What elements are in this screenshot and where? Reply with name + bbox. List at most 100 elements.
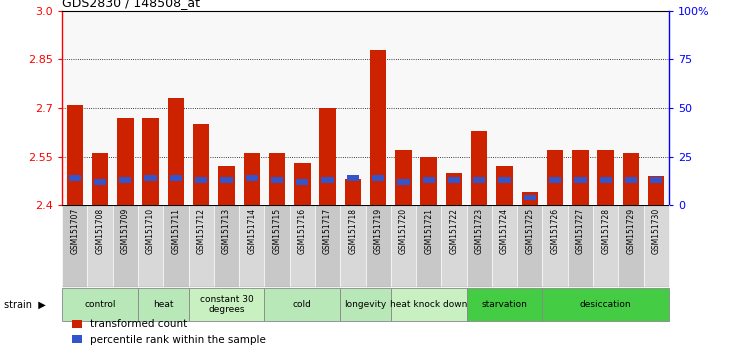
Text: starvation: starvation: [482, 300, 528, 309]
Text: GSM151708: GSM151708: [96, 208, 105, 254]
Text: GSM151728: GSM151728: [601, 208, 610, 254]
Bar: [643, 205, 669, 287]
Bar: [163, 205, 189, 287]
Text: GSM151714: GSM151714: [247, 208, 257, 254]
Bar: [138, 288, 189, 321]
Text: GSM151719: GSM151719: [374, 208, 382, 254]
Bar: [265, 288, 340, 321]
Bar: [471, 131, 488, 205]
Bar: [69, 175, 81, 181]
Bar: [496, 166, 512, 205]
Bar: [391, 205, 416, 287]
Bar: [117, 118, 134, 205]
Bar: [420, 157, 437, 205]
Text: control: control: [84, 300, 115, 309]
Text: GSM151716: GSM151716: [298, 208, 307, 254]
Text: GSM151725: GSM151725: [526, 208, 534, 254]
Bar: [239, 205, 265, 287]
Bar: [213, 205, 239, 287]
Bar: [289, 205, 315, 287]
Bar: [625, 177, 637, 183]
Bar: [370, 50, 387, 205]
Bar: [319, 108, 336, 205]
Text: GSM151724: GSM151724: [500, 208, 509, 254]
Bar: [391, 288, 466, 321]
Bar: [593, 205, 618, 287]
Text: heat: heat: [153, 300, 173, 309]
Bar: [575, 177, 586, 183]
Text: constant 30
degrees: constant 30 degrees: [200, 295, 254, 314]
Text: desiccation: desiccation: [580, 300, 632, 309]
Bar: [88, 205, 113, 287]
Bar: [473, 177, 485, 183]
Text: GSM151722: GSM151722: [450, 208, 458, 254]
Bar: [296, 179, 308, 185]
Bar: [67, 105, 83, 205]
Bar: [623, 153, 639, 205]
Bar: [448, 177, 460, 183]
Text: GSM151711: GSM151711: [171, 208, 181, 254]
Bar: [271, 177, 283, 183]
Text: GSM151717: GSM151717: [323, 208, 332, 254]
Bar: [113, 205, 138, 287]
Bar: [395, 150, 412, 205]
Text: GDS2830 / 148508_at: GDS2830 / 148508_at: [62, 0, 200, 9]
Bar: [294, 163, 311, 205]
Bar: [243, 153, 260, 205]
Bar: [423, 177, 435, 183]
Bar: [522, 192, 538, 205]
Bar: [518, 205, 542, 287]
Text: cold: cold: [293, 300, 311, 309]
Bar: [572, 150, 588, 205]
Bar: [138, 205, 163, 287]
Text: GSM151715: GSM151715: [273, 208, 281, 254]
Bar: [193, 124, 209, 205]
Bar: [220, 177, 232, 183]
Bar: [246, 175, 258, 181]
Bar: [189, 288, 265, 321]
Bar: [322, 177, 334, 183]
Bar: [547, 150, 564, 205]
Bar: [597, 150, 614, 205]
Bar: [650, 177, 662, 183]
Bar: [466, 288, 542, 321]
Text: GSM151712: GSM151712: [197, 208, 205, 254]
Bar: [119, 177, 132, 183]
Bar: [315, 205, 340, 287]
Bar: [94, 179, 106, 185]
Text: GSM151723: GSM151723: [474, 208, 484, 254]
Legend: transformed count, percentile rank within the sample: transformed count, percentile rank withi…: [67, 315, 270, 349]
Text: GSM151707: GSM151707: [70, 208, 79, 254]
Bar: [416, 205, 442, 287]
Text: heat knock down: heat knock down: [390, 300, 467, 309]
Text: GSM151730: GSM151730: [652, 208, 661, 254]
Text: GSM151720: GSM151720: [399, 208, 408, 254]
Bar: [499, 177, 511, 183]
Bar: [542, 205, 568, 287]
Bar: [265, 205, 289, 287]
Text: GSM151721: GSM151721: [424, 208, 433, 254]
Bar: [62, 205, 88, 287]
Text: strain  ▶: strain ▶: [4, 299, 45, 309]
Bar: [466, 205, 492, 287]
Bar: [344, 179, 361, 205]
Bar: [340, 288, 391, 321]
Bar: [170, 175, 182, 181]
Bar: [568, 205, 593, 287]
Bar: [346, 175, 359, 181]
Bar: [145, 175, 156, 181]
Bar: [397, 179, 409, 185]
Text: GSM151713: GSM151713: [222, 208, 231, 254]
Bar: [167, 98, 184, 205]
Bar: [446, 173, 462, 205]
Bar: [340, 205, 366, 287]
Bar: [195, 177, 208, 183]
Bar: [542, 288, 669, 321]
Bar: [523, 195, 536, 200]
Bar: [92, 153, 108, 205]
Text: GSM151727: GSM151727: [576, 208, 585, 254]
Bar: [143, 118, 159, 205]
Bar: [372, 175, 385, 181]
Bar: [189, 205, 213, 287]
Bar: [269, 153, 285, 205]
